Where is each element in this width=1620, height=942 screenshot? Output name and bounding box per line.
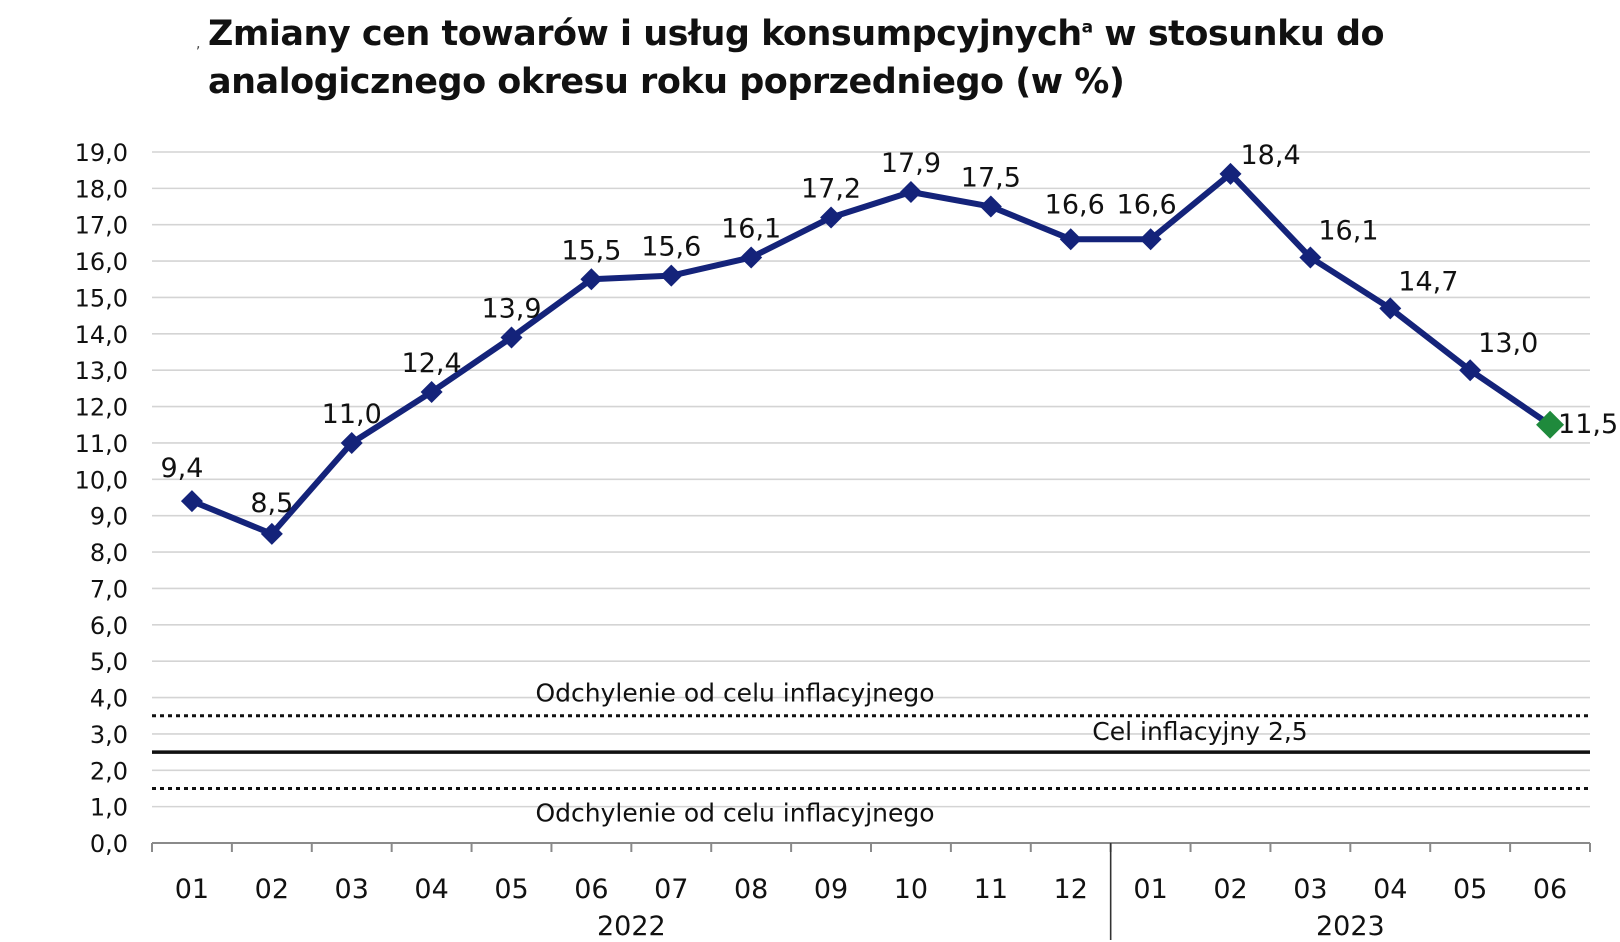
data-label: 16,1: [721, 213, 781, 244]
year-label: 2023: [1316, 911, 1385, 942]
data-point: [740, 246, 763, 269]
y-tick-label: 13,0: [75, 357, 128, 385]
chart-title: Zmiany cen towarów i usług konsumpcyjnyc…: [208, 10, 1598, 106]
y-tick-label: 11,0: [75, 430, 128, 458]
x-tick-label: 06: [1533, 874, 1567, 905]
title-rest: w stosunku do analogicznego okresu roku …: [208, 14, 1385, 102]
y-tick-label: 18,0: [75, 175, 128, 203]
x-tick-label: 11: [974, 874, 1008, 905]
y-tick-label: 2,0: [90, 757, 128, 785]
data-label: 17,2: [801, 173, 861, 204]
data-label: 13,9: [481, 293, 541, 324]
y-tick-label: 19,0: [75, 139, 128, 167]
year-label: 2022: [597, 911, 666, 942]
y-tick-label: 8,0: [90, 539, 128, 567]
x-tick-label: 05: [1453, 874, 1487, 905]
inflation-target-label: Cel inflacyjny 2,5: [1092, 717, 1307, 746]
data-point: [1379, 297, 1402, 320]
y-tick-label: 9,0: [90, 503, 128, 531]
x-tick-label: 05: [494, 874, 528, 905]
x-tick-label: 08: [734, 874, 768, 905]
data-point: [1139, 228, 1162, 251]
data-label: 16,1: [1318, 215, 1378, 246]
data-point: [420, 381, 443, 404]
data-point: [820, 206, 843, 229]
data-label: 14,7: [1398, 266, 1458, 297]
y-tick-label: 16,0: [75, 248, 128, 276]
data-label: 15,5: [561, 235, 621, 266]
x-tick-label: 03: [335, 874, 369, 905]
y-tick-label: 4,0: [90, 685, 128, 713]
x-tick-label: 12: [1054, 874, 1088, 905]
y-tick-label: 12,0: [75, 394, 128, 422]
x-tick-label: 01: [1133, 874, 1167, 905]
data-label: 15,6: [641, 232, 701, 263]
data-point: [1219, 162, 1242, 185]
y-tick-label: 0,0: [90, 830, 128, 858]
data-point: [340, 431, 363, 454]
y-tick-label: 10,0: [75, 466, 128, 494]
data-point: [180, 490, 203, 513]
data-point: [660, 264, 683, 287]
tolerance-band-label: Odchylenie od celu inflacyjnego: [535, 798, 934, 827]
title-main: Zmiany cen towarów i usług konsumpcyjnyc…: [208, 14, 1082, 54]
data-label: 13,0: [1478, 328, 1538, 359]
y-tick-label: 15,0: [75, 284, 128, 312]
data-label: 17,5: [961, 163, 1021, 194]
x-tick-label: 09: [814, 874, 848, 905]
y-tick-label: 17,0: [75, 212, 128, 240]
tolerance-band-label: Odchylenie od celu inflacyjnego: [535, 679, 934, 708]
data-point: [1459, 359, 1482, 382]
data-label: 11,0: [322, 399, 382, 430]
x-tick-label: 04: [1373, 874, 1407, 905]
y-tick-label: 3,0: [90, 721, 128, 749]
data-label: 9,4: [160, 453, 203, 484]
data-label: 17,9: [881, 148, 941, 179]
data-point: [580, 268, 603, 291]
data-point: [260, 522, 283, 545]
data-label: 8,5: [250, 488, 293, 519]
y-tick-label: 5,0: [90, 648, 128, 676]
data-label: 11,5: [1558, 409, 1618, 440]
x-tick-label: 03: [1293, 874, 1327, 905]
x-tick-label: 07: [654, 874, 688, 905]
x-tick-label: 01: [175, 874, 209, 905]
y-tick-label: 6,0: [90, 612, 128, 640]
x-tick-label: 10: [894, 874, 928, 905]
data-label: 16,6: [1117, 189, 1177, 220]
data-label: 18,4: [1241, 140, 1301, 171]
x-tick-label: 06: [574, 874, 608, 905]
data-point: [1059, 228, 1082, 251]
x-tick-label: 04: [414, 874, 448, 905]
data-point-latest: [1536, 410, 1565, 439]
data-point: [500, 326, 523, 349]
cpi-series-line: [190, 170, 1552, 537]
data-point: [979, 195, 1002, 218]
data-point: [1299, 246, 1322, 269]
title-mark: ,: [196, 36, 201, 52]
y-tick-label: 7,0: [90, 575, 128, 603]
data-point: [899, 181, 922, 204]
data-label: 12,4: [402, 348, 462, 379]
data-label: 16,6: [1045, 189, 1105, 220]
y-tick-label: 1,0: [90, 794, 128, 822]
x-tick-label: 02: [1213, 874, 1247, 905]
y-tick-label: 14,0: [75, 321, 128, 349]
title-footnote-marker: a: [1081, 17, 1093, 38]
x-tick-label: 02: [255, 874, 289, 905]
